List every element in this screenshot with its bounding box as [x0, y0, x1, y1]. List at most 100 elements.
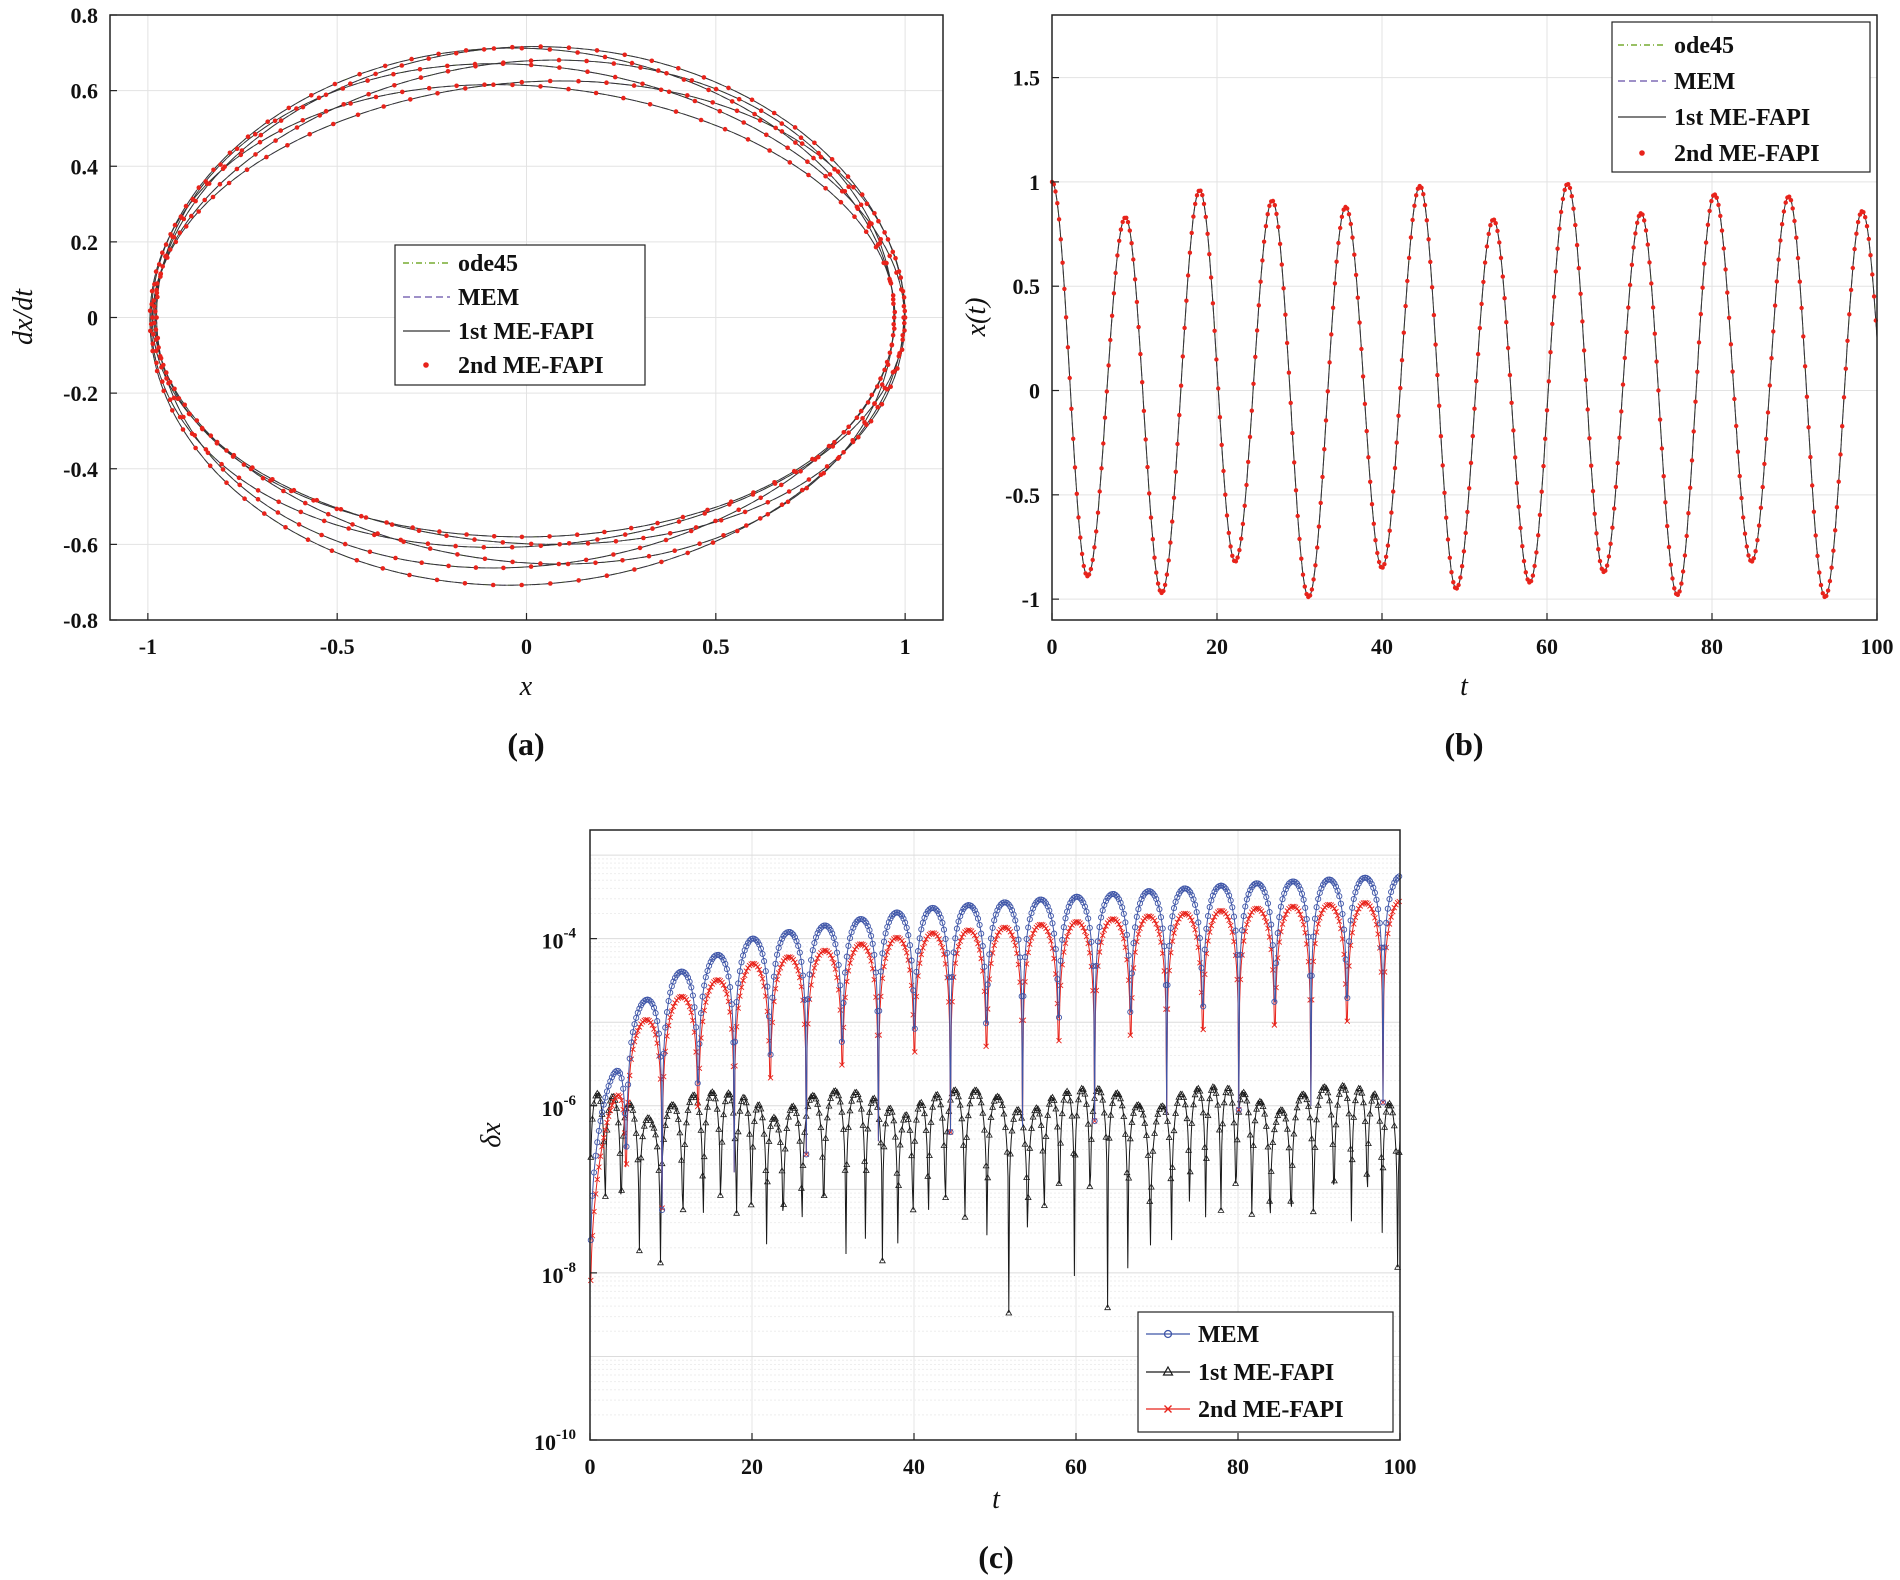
marker-1st-me-fapi-c [1382, 1108, 1390, 1115]
marker-1st-me-fapi-c [938, 1114, 946, 1121]
point-2nd-me-fapi-a [613, 539, 619, 544]
point-2nd-me-fapi-a [680, 514, 686, 520]
marker-1st-me-fapi-c [890, 1117, 898, 1124]
x-tick-label: 1 [900, 634, 911, 659]
point-2nd-me-fapi-a [902, 320, 907, 326]
marker-1st-me-fapi-c [937, 1100, 945, 1108]
point-2nd-me-fapi-a [692, 98, 698, 104]
point-2nd-me-fapi-b [1216, 386, 1221, 391]
point-2nd-me-fapi-a [640, 81, 645, 87]
marker-1st-me-fapi-c [742, 1098, 750, 1106]
point-2nd-me-fapi-b [1368, 479, 1373, 484]
marker-1st-me-fapi-c [1100, 1109, 1108, 1116]
marker-mem-c [1166, 942, 1173, 949]
marker-mem-c [916, 935, 923, 942]
marker-1st-me-fapi-c [765, 1137, 773, 1144]
marker-mem-c [1341, 926, 1348, 933]
marker-1st-me-fapi-c [846, 1107, 854, 1114]
point-2nd-me-fapi-a [367, 549, 373, 555]
point-2nd-me-fapi-b [1560, 196, 1566, 202]
marker-1st-me-fapi-c [1201, 1143, 1209, 1150]
marker-1st-me-fapi-c [1253, 1105, 1261, 1112]
marker-1st-me-fapi-c [1363, 1170, 1371, 1177]
point-2nd-me-fapi-a [765, 500, 771, 505]
point-2nd-me-fapi-b [1567, 185, 1573, 191]
marker-mem-c [1075, 893, 1082, 901]
point-2nd-me-fapi-a [200, 426, 205, 432]
marker-2nd-me-fapi-c [740, 977, 746, 984]
point-2nd-me-fapi-b [1847, 312, 1852, 317]
marker-mem-c [649, 1000, 656, 1007]
point-2nd-me-fapi-b [1827, 578, 1833, 584]
marker-2nd-me-fapi-c [834, 974, 840, 981]
legend-marker-2nd-a [423, 362, 429, 368]
marker-mem-c [885, 919, 892, 926]
marker-1st-me-fapi-c [1086, 1182, 1094, 1189]
marker-1st-me-fapi-c [752, 1106, 760, 1113]
point-2nd-me-fapi-a [464, 532, 469, 537]
point-2nd-me-fapi-b [1491, 217, 1497, 222]
point-2nd-me-fapi-b [1254, 328, 1260, 333]
point-2nd-me-fapi-a [407, 572, 412, 578]
marker-1st-me-fapi-c [950, 1086, 958, 1093]
marker-2nd-me-fapi-c [1227, 922, 1234, 929]
point-2nd-me-fapi-b [1385, 543, 1391, 548]
point-2nd-me-fapi-b [1521, 558, 1527, 564]
marker-2nd-me-fapi-c [792, 959, 798, 966]
marker-2nd-me-fapi-c [983, 1043, 989, 1050]
point-2nd-me-fapi-b [1765, 410, 1771, 415]
marker-mem-c [1389, 883, 1396, 890]
marker-2nd-me-fapi-c [1331, 905, 1338, 912]
marker-2nd-me-fapi-c [1009, 932, 1015, 938]
point-2nd-me-fapi-b [1191, 214, 1196, 219]
marker-1st-me-fapi-c [1309, 1207, 1317, 1215]
legend-box-b [1611, 21, 1871, 173]
marker-mem-c [777, 939, 784, 946]
point-2nd-me-fapi-b [1788, 198, 1794, 203]
point-2nd-me-fapi-b [1212, 328, 1217, 333]
marker-mem-c [720, 957, 727, 964]
point-2nd-me-fapi-a [262, 511, 267, 516]
marker-1st-me-fapi-c [1377, 1153, 1385, 1160]
marker-mem-c [1334, 887, 1341, 894]
marker-mem-c [1264, 900, 1272, 907]
point-2nd-me-fapi-b [1242, 503, 1247, 508]
marker-2nd-me-fapi-c [649, 1022, 656, 1028]
point-2nd-me-fapi-a [265, 119, 271, 124]
marker-2nd-me-fapi-c [903, 949, 910, 956]
point-2nd-me-fapi-b [1187, 250, 1193, 255]
x-tick-label: 0 [1047, 634, 1058, 659]
point-2nd-me-fapi-a [239, 148, 245, 153]
marker-2nd-me-fapi-c [618, 1097, 625, 1104]
point-2nd-me-fapi-a [865, 400, 871, 405]
legend-c: MEM 1st ME-FAPI 2nd ME-FAPI [1137, 1311, 1394, 1433]
point-2nd-me-fapi-b [1739, 495, 1744, 501]
point-2nd-me-fapi-a [663, 537, 669, 543]
point-2nd-me-fapi-b [1171, 495, 1177, 500]
marker-1st-me-fapi-c [812, 1095, 820, 1102]
point-2nd-me-fapi-b [1751, 556, 1757, 561]
marker-mem-c [880, 938, 888, 945]
marker-1st-me-fapi-c [1282, 1115, 1290, 1122]
point-2nd-me-fapi-a [224, 480, 229, 486]
marker-2nd-me-fapi-c [1354, 909, 1360, 916]
point-2nd-me-fapi-a [845, 174, 851, 179]
point-2nd-me-fapi-b [1505, 345, 1511, 351]
marker-mem-c [845, 942, 852, 949]
point-2nd-me-fapi-b [1838, 452, 1843, 457]
marker-2nd-me-fapi-c [936, 936, 942, 942]
point-2nd-me-fapi-b [1055, 201, 1060, 206]
marker-mem-c [1229, 904, 1236, 911]
marker-2nd-me-fapi-c [693, 1049, 699, 1055]
caption-c: (c) [978, 1539, 1014, 1575]
marker-1st-me-fapi-c [841, 1166, 849, 1173]
point-2nd-me-fapi-a [882, 367, 887, 373]
marker-mem-c [1396, 873, 1403, 880]
marker-mem-c [1376, 920, 1383, 927]
point-2nd-me-fapi-a [832, 167, 837, 172]
marker-mem-c [1085, 915, 1092, 922]
x-tick-label: 100 [1861, 634, 1894, 659]
marker-1st-me-fapi-c [793, 1109, 800, 1116]
marker-1st-me-fapi-c [1272, 1118, 1280, 1125]
